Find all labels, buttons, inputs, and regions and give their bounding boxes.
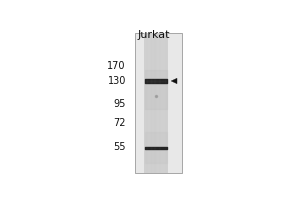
Bar	[145, 33, 168, 173]
Text: 72: 72	[113, 118, 126, 128]
Text: 55: 55	[113, 142, 126, 152]
Text: 170: 170	[107, 61, 126, 71]
Text: 95: 95	[113, 99, 126, 109]
Text: Jurkat: Jurkat	[137, 30, 170, 40]
Text: 130: 130	[107, 76, 126, 86]
Polygon shape	[171, 78, 177, 84]
Bar	[135, 33, 182, 173]
